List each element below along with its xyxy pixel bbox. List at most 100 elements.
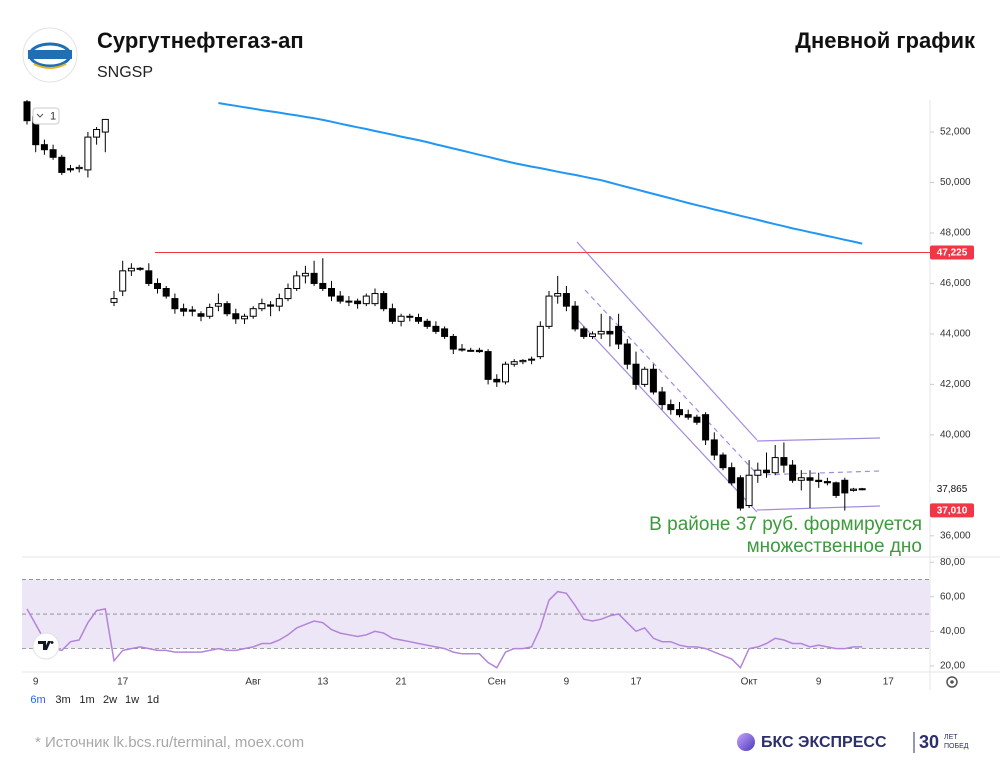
settings-button[interactable] bbox=[946, 676, 958, 688]
candle-body bbox=[736, 477, 744, 509]
candle-body bbox=[536, 325, 544, 358]
legend-badge[interactable]: 1 bbox=[32, 107, 60, 125]
y-tick-label: 52,000 bbox=[940, 127, 971, 138]
x-tick-label: 17 bbox=[630, 677, 642, 688]
candle-body bbox=[162, 288, 170, 297]
candle-body bbox=[284, 288, 292, 300]
candle-body bbox=[119, 270, 127, 292]
candle-body bbox=[571, 305, 579, 330]
candle-body bbox=[467, 349, 475, 352]
candle-body bbox=[415, 317, 422, 322]
candle-body bbox=[649, 368, 657, 393]
candle-body bbox=[832, 482, 840, 496]
candle-body bbox=[397, 315, 405, 322]
candle-body bbox=[293, 275, 301, 290]
candle-body bbox=[154, 282, 161, 290]
x-tick-label: 9 bbox=[816, 677, 822, 688]
rsi-pane bbox=[22, 579, 930, 669]
candle-body bbox=[519, 359, 527, 363]
candle-body bbox=[75, 166, 83, 170]
timeframe-button[interactable]: 2w bbox=[103, 694, 117, 706]
x-tick-label: 17 bbox=[883, 677, 895, 688]
legend-count: 1 bbox=[50, 110, 56, 122]
candle-body bbox=[528, 358, 536, 361]
brand-caption: ЛЕТ bbox=[944, 734, 958, 741]
x-tick-label: Окт bbox=[741, 677, 758, 688]
y-tick-label: 40,000 bbox=[940, 430, 971, 441]
rsi-y-tick-label: 20,00 bbox=[940, 661, 965, 672]
timeframe-button[interactable]: 1w bbox=[125, 694, 139, 706]
candle-body bbox=[171, 298, 179, 310]
candle-body bbox=[615, 325, 623, 345]
brand-name: БКС ЭКСПРЕСС bbox=[761, 734, 887, 751]
candle-body bbox=[136, 267, 144, 270]
source-note: * Источник lk.bcs.ru/terminal, moex.com bbox=[35, 734, 304, 751]
candle-body bbox=[345, 300, 353, 303]
candle-body bbox=[841, 479, 849, 494]
candle-body bbox=[754, 469, 762, 476]
level-label: 47,225 bbox=[937, 248, 968, 259]
candle-body bbox=[858, 488, 866, 491]
axes: 36,000 40,000 42,000 44,000 46,000 48,000 50,0… bbox=[33, 127, 974, 688]
brand-years: 30 bbox=[919, 732, 939, 752]
ticker: SNGSP bbox=[97, 64, 153, 81]
x-tick-label: 13 bbox=[317, 677, 329, 688]
candle-body bbox=[771, 457, 779, 474]
annotation: множественное дно bbox=[747, 536, 922, 557]
candle-body bbox=[797, 477, 805, 481]
timeframe-button[interactable]: 3m bbox=[55, 694, 70, 706]
candle-body bbox=[667, 404, 675, 411]
candle-body bbox=[632, 363, 640, 385]
timeframe-button[interactable]: 1d bbox=[147, 694, 159, 706]
candle-body bbox=[623, 343, 631, 365]
candle-body bbox=[180, 308, 188, 312]
candle-body bbox=[441, 328, 449, 337]
candle-body bbox=[745, 474, 753, 507]
y-tick-label: 46,000 bbox=[940, 278, 971, 289]
price-pane bbox=[23, 100, 930, 513]
candle-body bbox=[693, 416, 701, 423]
candle-body bbox=[40, 144, 48, 151]
candle-body bbox=[214, 303, 222, 307]
timeframe-button[interactable]: 6m bbox=[30, 694, 45, 706]
candle-body bbox=[763, 469, 770, 474]
tv-logo bbox=[32, 632, 60, 660]
y-tick-label: 44,000 bbox=[940, 329, 971, 340]
last-price-box bbox=[930, 481, 974, 496]
candle-body bbox=[658, 391, 666, 406]
x-tick-label: Сен bbox=[488, 677, 506, 688]
level-label: 37,010 bbox=[937, 505, 968, 516]
candle-body bbox=[475, 349, 483, 353]
y-tick-label: 48,000 bbox=[940, 228, 971, 239]
candle-body bbox=[728, 467, 736, 484]
candle-body bbox=[597, 330, 605, 335]
candle-body bbox=[554, 293, 562, 297]
y-tick-label: 36,000 bbox=[940, 530, 971, 541]
candle-body bbox=[710, 439, 718, 456]
annotation: В районе 37 руб. формируется bbox=[649, 514, 922, 535]
candle-body bbox=[101, 118, 109, 133]
candle-body bbox=[110, 298, 118, 303]
timeframe-button[interactable]: 1m bbox=[79, 694, 94, 706]
candle-body bbox=[780, 457, 788, 466]
candle-body bbox=[545, 295, 553, 327]
candle-body bbox=[232, 313, 240, 320]
candle-body bbox=[58, 156, 66, 173]
candle-body bbox=[815, 479, 823, 483]
candle-body bbox=[458, 348, 466, 351]
candle-body bbox=[206, 306, 214, 317]
candle-body bbox=[223, 303, 231, 315]
candle-body bbox=[93, 129, 101, 138]
candle-body bbox=[328, 288, 335, 297]
candle-body bbox=[249, 308, 257, 317]
candle-body bbox=[49, 149, 57, 158]
candle-body bbox=[684, 414, 692, 418]
candle-body bbox=[589, 333, 596, 337]
candle-body bbox=[67, 168, 74, 171]
y-tick-label: 50,000 bbox=[940, 177, 971, 188]
candle-body bbox=[127, 267, 135, 272]
candle-body bbox=[310, 272, 318, 284]
candle-body bbox=[388, 308, 396, 322]
